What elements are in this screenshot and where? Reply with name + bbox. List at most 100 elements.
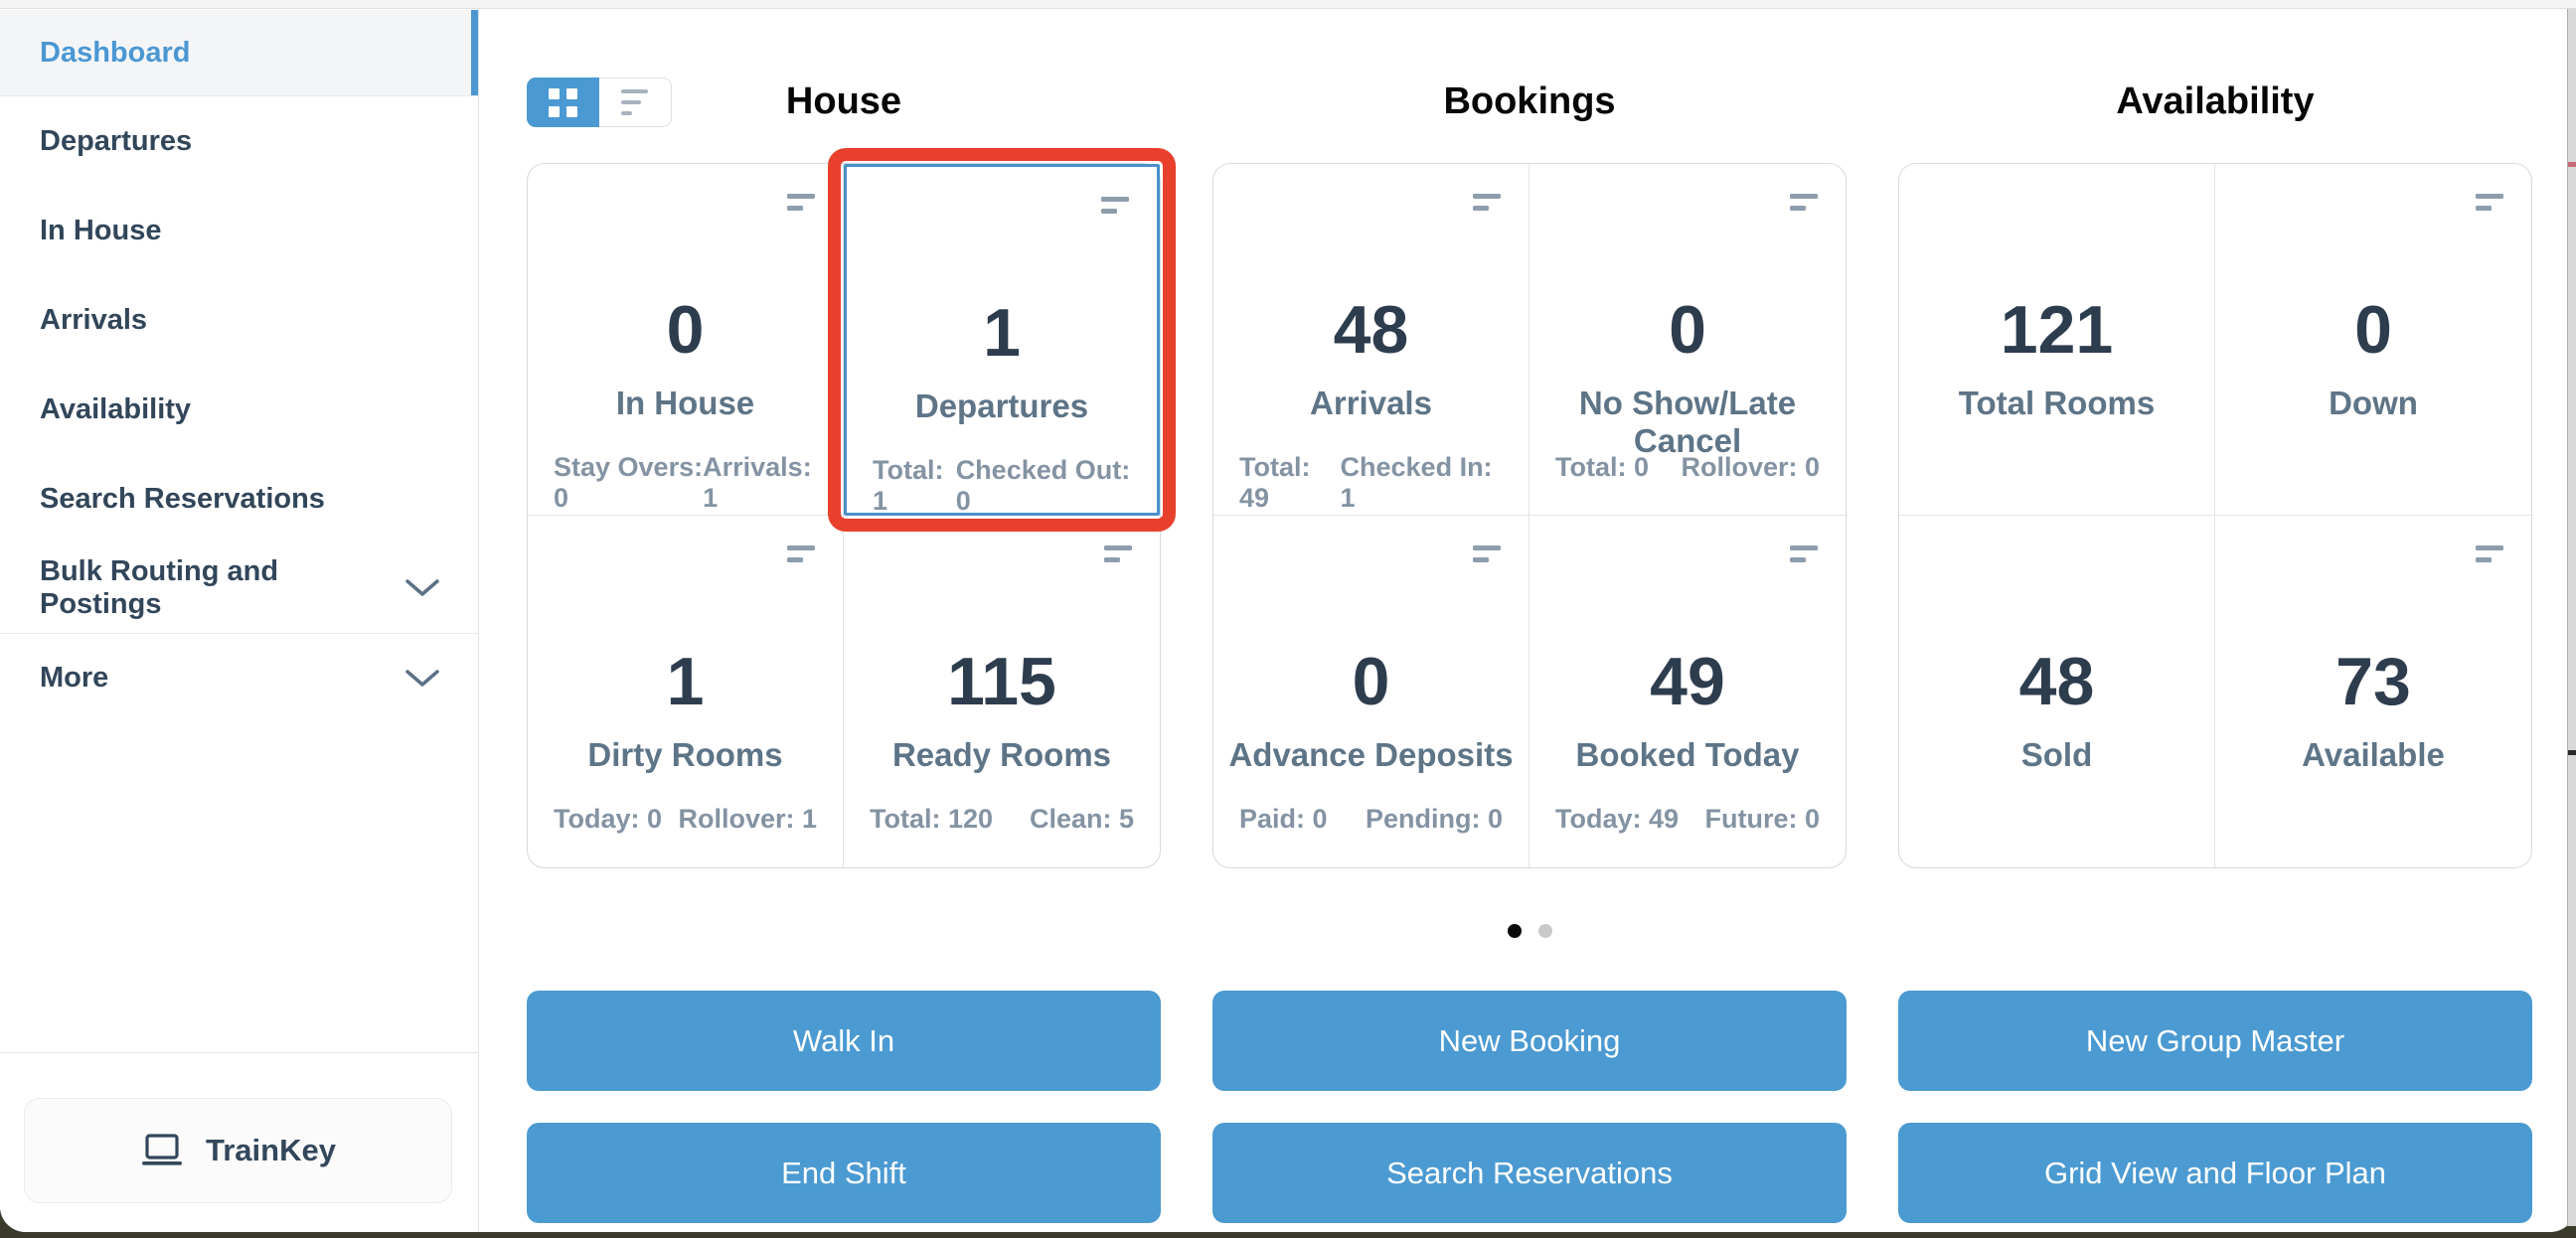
- card-menu-icon[interactable]: [1473, 194, 1501, 211]
- carousel-dot-1[interactable]: [1507, 924, 1522, 938]
- card-menu-icon[interactable]: [2476, 545, 2503, 562]
- card-stats: Today: 49 Future: 0: [1555, 804, 1820, 835]
- sidebar-item-search-reservations[interactable]: Search Reservations: [0, 454, 478, 543]
- card-menu-icon[interactable]: [1790, 545, 1818, 562]
- carousel-dot-2[interactable]: [1537, 924, 1552, 938]
- trainkey-label: TrainKey: [206, 1133, 336, 1167]
- card-down[interactable]: 0 Down: [2215, 164, 2531, 516]
- sidebar-item-label: More: [40, 662, 109, 694]
- card-value: 115: [947, 644, 1056, 719]
- active-indicator-bar: [471, 10, 478, 95]
- sidebar-item-bulk-routing-and-postings[interactable]: Bulk Routing and Postings: [0, 543, 478, 633]
- card-stat-left: Total: 1: [873, 455, 944, 516]
- card-total-rooms[interactable]: 121 Total Rooms: [1899, 164, 2215, 516]
- main-content: House Bookings Availability 0 In House S…: [479, 9, 2576, 1232]
- card-ready-rooms[interactable]: 115 Ready Rooms Total: 120 Clean: 5: [844, 516, 1160, 867]
- list-view-button[interactable]: [599, 77, 672, 127]
- scrollbar-marker-dark: [2568, 750, 2576, 755]
- grid-view-button[interactable]: [527, 77, 599, 127]
- sidebar-item-label: Arrivals: [40, 303, 148, 336]
- sidebar-item-arrivals[interactable]: Arrivals: [0, 275, 478, 365]
- search-reservations-button[interactable]: Search Reservations: [1212, 1123, 1847, 1223]
- action-button-row-2: End Shift Search Reservations Grid View …: [527, 1123, 2532, 1223]
- sidebar-nav-list: Departures In House Arrivals Availabilit…: [0, 96, 478, 722]
- card-menu-icon[interactable]: [787, 194, 815, 211]
- sidebar-item-availability[interactable]: Availability: [0, 365, 478, 454]
- card-stats: Paid: 0 Pending: 0: [1239, 804, 1503, 835]
- card-arrivals[interactable]: 48 Arrivals Total: 49 Checked In: 1: [1213, 164, 1530, 516]
- card-available[interactable]: 73 Available: [2215, 516, 2531, 867]
- new-group-master-button[interactable]: New Group Master: [1898, 991, 2532, 1091]
- card-dirty-rooms[interactable]: 1 Dirty Rooms Today: 0 Rollover: 1: [528, 516, 844, 867]
- availability-cluster: 121 Total Rooms 0 Down 48 Sold 73 Availa…: [1898, 163, 2532, 868]
- window-top-strip: [0, 0, 2576, 9]
- card-stat-right: Checked Out: 0: [955, 455, 1131, 516]
- laptop-icon: [142, 1134, 183, 1165]
- sidebar-item-dashboard[interactable]: Dashboard: [0, 10, 478, 96]
- card-stat-right: Pending: 0: [1365, 804, 1503, 834]
- scrollbar-marker-red: [2568, 162, 2576, 167]
- card-label: Sold: [2020, 736, 2093, 773]
- card-value: 1: [666, 644, 705, 719]
- card-menu-icon[interactable]: [1473, 545, 1501, 562]
- grid-view-floor-plan-button[interactable]: Grid View and Floor Plan: [1898, 1123, 2532, 1223]
- card-label: Dirty Rooms: [587, 736, 783, 773]
- chevron-down-icon: [405, 579, 439, 596]
- walk-in-button[interactable]: Walk In: [527, 991, 1161, 1091]
- card-label: In House: [615, 385, 755, 421]
- card-menu-icon[interactable]: [1101, 197, 1129, 214]
- card-menu-icon[interactable]: [1790, 194, 1818, 211]
- card-stat-left: Today: 0: [554, 804, 663, 834]
- card-menu-icon[interactable]: [1104, 545, 1132, 562]
- sidebar-item-label: Search Reservations: [40, 482, 325, 515]
- end-shift-button[interactable]: End Shift: [527, 1123, 1161, 1223]
- card-stat-right: Clean: 5: [1029, 804, 1134, 834]
- sidebar-item-more[interactable]: More: [0, 633, 478, 722]
- card-label: Down: [2329, 385, 2418, 421]
- card-stats: Total: 0 Rollover: 0: [1555, 452, 1820, 483]
- card-advance-deposits[interactable]: 0 Advance Deposits Paid: 0 Pending: 0: [1213, 516, 1530, 867]
- trainkey-button[interactable]: TrainKey: [24, 1098, 452, 1203]
- card-stat-right: Checked In: 1: [1340, 452, 1493, 513]
- section-title-house: House: [785, 80, 902, 122]
- card-stat-left: Today: 49: [1555, 804, 1680, 834]
- card-value: 48: [1333, 292, 1409, 368]
- sidebar: Dashboard Departures In House Arrivals A…: [0, 9, 479, 1232]
- card-clusters: 0 In House Stay Overs: 0 Arrivals: 1 1 D…: [527, 148, 2532, 868]
- card-stats: Total: 120 Clean: 5: [870, 804, 1134, 835]
- sidebar-item-label: Availability: [40, 392, 192, 425]
- card-value: 0: [2354, 292, 2392, 368]
- section-headers: House Bookings Availability: [527, 76, 2532, 127]
- card-stat-right: Rollover: 1: [678, 804, 817, 834]
- sidebar-item-label: Departures: [40, 124, 193, 157]
- card-menu-icon[interactable]: [787, 545, 815, 562]
- sidebar-item-in-house[interactable]: In House: [0, 186, 478, 275]
- new-booking-button[interactable]: New Booking: [1212, 991, 1847, 1091]
- card-value: 49: [1650, 644, 1725, 719]
- card-value: 0: [666, 292, 705, 368]
- card-label: Departures: [914, 387, 1089, 424]
- card-label: No Show/Late Cancel: [1578, 385, 1797, 459]
- card-departures-highlighted[interactable]: 1 Departures Total: 1 Checked Out: 0: [828, 148, 1176, 532]
- card-value: 121: [2000, 292, 2114, 368]
- chevron-down-icon: [405, 669, 439, 687]
- sidebar-item-departures[interactable]: Departures: [0, 96, 478, 186]
- grid-view-icon: [549, 87, 577, 117]
- card-stats: Today: 0 Rollover: 1: [554, 804, 817, 835]
- card-booked-today[interactable]: 49 Booked Today Today: 49 Future: 0: [1530, 516, 1846, 867]
- sidebar-item-label: Dashboard: [40, 36, 191, 69]
- card-label: Ready Rooms: [891, 736, 1112, 773]
- action-button-row-1: Walk In New Booking New Group Master: [527, 991, 2532, 1091]
- bookings-cluster: 48 Arrivals Total: 49 Checked In: 1 0 No…: [1212, 163, 1847, 868]
- card-label: Advance Deposits: [1228, 736, 1514, 773]
- card-in-house[interactable]: 0 In House Stay Overs: 0 Arrivals: 1: [528, 164, 844, 516]
- card-stat-left: Stay Overs: 0: [554, 452, 704, 513]
- card-sold[interactable]: 48 Sold: [1899, 516, 2215, 867]
- house-cluster: 0 In House Stay Overs: 0 Arrivals: 1 1 D…: [527, 148, 1176, 868]
- carousel-dots: [1212, 924, 1847, 938]
- card-no-show-late-cancel[interactable]: 0 No Show/Late Cancel Total: 0 Rollover:…: [1530, 164, 1846, 516]
- card-menu-icon[interactable]: [2476, 194, 2503, 211]
- card-label: Total Rooms: [1958, 385, 2156, 421]
- vertical-scrollbar[interactable]: [2567, 9, 2576, 1226]
- card-label: Arrivals: [1310, 385, 1432, 421]
